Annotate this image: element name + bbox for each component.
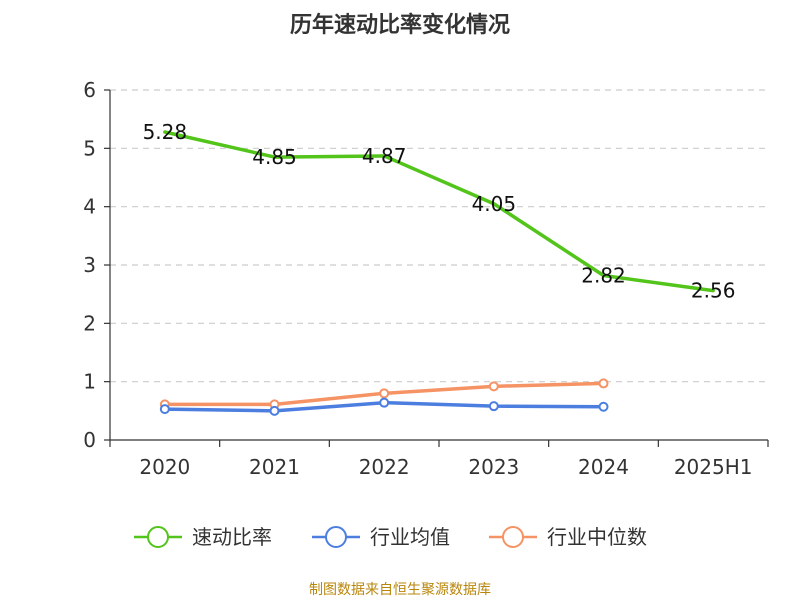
series-point [159, 404, 170, 415]
x-tick-label: 2022 [359, 455, 410, 479]
series-point [379, 388, 390, 399]
axes: 0 1 2 3 4 5 6 2020 2021 2022 2023 2024 2025H1 [83, 78, 769, 479]
legend[interactable]: 速动比率 行业均值 行业中位数 [134, 525, 647, 549]
legend-label: 行业均值 [370, 525, 450, 549]
x-tick-label: 2025H1 [674, 455, 753, 479]
legend-label: 行业中位数 [547, 525, 647, 549]
y-tick-label: 5 [83, 136, 96, 160]
series-point [488, 401, 499, 412]
series-group [159, 130, 715, 416]
y-tick-label: 1 [83, 370, 96, 394]
legend-swatch-marker [502, 526, 524, 548]
x-tick-label: 2021 [249, 455, 300, 479]
data-label: 2.56 [691, 279, 736, 303]
series-point [598, 378, 609, 389]
data-label: 5.28 [143, 120, 188, 144]
grid [110, 89, 768, 383]
series-line [163, 130, 715, 293]
legend-item[interactable]: 速动比率 [134, 525, 272, 549]
series-point [269, 405, 280, 416]
x-tick-label: 2020 [139, 455, 190, 479]
chart-title: 历年速动比率变化情况 [290, 12, 510, 38]
data-label: 4.05 [472, 192, 517, 216]
data-label: 4.87 [362, 144, 407, 168]
y-tick-label: 6 [83, 78, 96, 102]
source-note: 制图数据来自恒生聚源数据库 [309, 582, 491, 598]
data-labels: 5.28 4.85 4.87 4.05 2.82 2.56 [143, 120, 736, 303]
x-tick-label: 2024 [578, 455, 629, 479]
y-tick-label: 3 [83, 253, 96, 277]
data-label: 4.85 [252, 145, 297, 169]
series-point [379, 397, 390, 408]
legend-item[interactable]: 行业中位数 [489, 525, 647, 549]
x-tick-label: 2023 [468, 455, 519, 479]
legend-label: 速动比率 [192, 525, 272, 549]
legend-swatch-marker [325, 526, 347, 548]
y-tick-label: 0 [83, 428, 96, 452]
y-tick-label: 4 [83, 195, 96, 219]
legend-swatch-marker [147, 526, 169, 548]
legend-item[interactable]: 行业均值 [312, 525, 450, 549]
data-label: 2.82 [581, 264, 626, 288]
series-point [598, 401, 609, 412]
series-point [488, 381, 499, 392]
y-tick-label: 2 [83, 311, 96, 335]
